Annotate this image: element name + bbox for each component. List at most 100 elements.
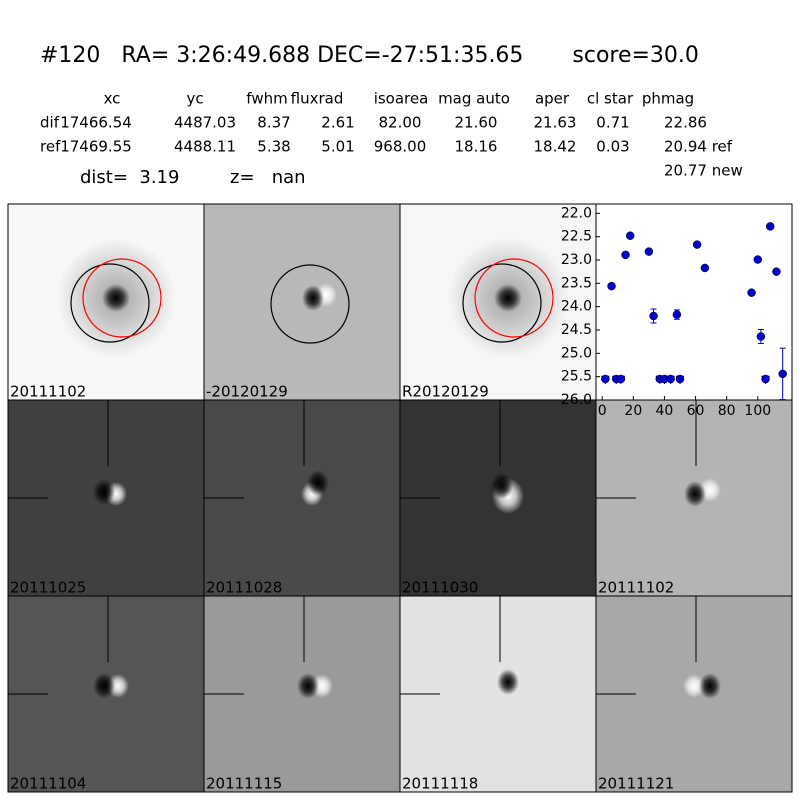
column-header: aper <box>535 90 570 108</box>
x-tick-label: 80 <box>718 403 736 419</box>
panel-label: 20111102 <box>10 383 86 401</box>
redshift: z= nan <box>230 167 306 188</box>
panel-label: 20111115 <box>206 775 282 793</box>
point <box>607 281 616 291</box>
dark-blob <box>699 673 721 699</box>
point <box>753 255 763 264</box>
aperture <box>70 263 150 343</box>
cell: 17466.54 <box>60 114 132 132</box>
y-tick-label: 23.5 <box>561 275 592 291</box>
image-panel: R20120129 <box>399 203 597 401</box>
point <box>765 222 775 231</box>
x-tick-label: 100 <box>744 403 771 419</box>
dark-blob <box>307 470 329 496</box>
panel-label: 20111030 <box>402 579 478 597</box>
image-panel: 20111104 <box>7 595 205 793</box>
cell: 4487.03 <box>174 114 236 132</box>
panel-label: -20120129 <box>206 383 288 401</box>
aperture <box>462 263 542 343</box>
point <box>644 247 654 256</box>
point <box>692 240 702 249</box>
dark-blob <box>93 673 115 699</box>
point <box>621 250 630 260</box>
row-label: dif <box>40 114 60 132</box>
panel-bg <box>203 203 401 401</box>
dark-blob <box>102 284 130 312</box>
title: #120 RA= 3:26:49.688 DEC=-27:51:35.65 sc… <box>40 43 699 68</box>
y-tick-label: 25.5 <box>561 369 592 385</box>
point <box>747 288 756 297</box>
x-tick-label: 20 <box>624 403 642 419</box>
cell: 20.94 ref <box>664 138 733 156</box>
column-header: mag auto <box>438 90 510 108</box>
panel-label: 20111028 <box>206 579 282 597</box>
panel-label: 20111104 <box>10 775 86 793</box>
cell: 0.03 <box>596 138 629 156</box>
image-panel: -20120129 <box>203 203 401 401</box>
point <box>616 374 626 384</box>
column-header: cl star <box>587 90 634 108</box>
point <box>601 374 610 384</box>
image-panel: 20111102 <box>7 203 205 401</box>
point <box>625 231 635 240</box>
aperture <box>82 258 162 338</box>
cell: 22.86 <box>664 114 707 132</box>
bright-blob <box>683 674 705 698</box>
cell: 0.71 <box>596 114 629 132</box>
y-tick-label: 22.5 <box>561 229 592 245</box>
y-tick-label: 22.0 <box>561 205 592 221</box>
cell: 21.60 <box>455 114 498 132</box>
point <box>756 332 766 341</box>
y-tick-label: 25.0 <box>561 345 592 361</box>
point <box>649 311 658 321</box>
cell: 968.00 <box>374 138 427 156</box>
cell: 2.61 <box>321 114 354 132</box>
dark-blob <box>297 673 319 699</box>
aperture <box>474 258 554 338</box>
x-tick-label: 40 <box>656 403 674 419</box>
point <box>761 374 770 384</box>
x-tick-label: 0 <box>598 403 607 419</box>
cell: 18.42 <box>534 138 577 156</box>
dark-blob <box>491 473 513 499</box>
panel-label: 20111121 <box>598 775 674 793</box>
image-panel: 20111028 <box>203 399 401 597</box>
dist: dist= 3.19 <box>80 167 179 188</box>
y-tick-label: 24.0 <box>561 299 592 315</box>
column-header: phmag <box>642 90 694 108</box>
x-tick-label: 60 <box>687 403 705 419</box>
dark-blob <box>684 481 706 507</box>
cell: 5.01 <box>321 138 354 156</box>
plot-marks <box>600 222 787 400</box>
point <box>700 263 710 273</box>
row-label: ref <box>40 138 61 156</box>
cell: 82.00 <box>379 114 422 132</box>
cell: 4488.11 <box>174 138 236 156</box>
dark-blob <box>93 479 115 505</box>
cell: 21.63 <box>534 114 577 132</box>
plot-bg <box>595 203 793 401</box>
cell: 5.38 <box>257 138 290 156</box>
cell: 20.77 new <box>664 162 743 180</box>
panel-label: 20111118 <box>402 775 478 793</box>
cell: 8.37 <box>257 114 290 132</box>
y-tick-label: 24.5 <box>561 322 592 338</box>
image-panel: 20111118 <box>399 595 597 793</box>
image-panel: 20111115 <box>203 595 401 793</box>
image-panel: 20111102 <box>595 399 793 597</box>
panel-label: 20111025 <box>10 579 86 597</box>
panel-label: R20120129 <box>402 383 489 401</box>
point <box>672 310 682 319</box>
y-tick-label: 26.0 <box>561 392 592 408</box>
image-panel: 20111121 <box>595 595 793 793</box>
panel-label: 20111102 <box>598 579 674 597</box>
y-tick-label: 23.0 <box>561 252 592 268</box>
image-panel: 20111030 <box>399 399 597 597</box>
point <box>772 267 781 276</box>
dark-blob <box>302 285 324 311</box>
aperture <box>270 264 350 344</box>
cell: 18.16 <box>455 138 498 156</box>
column-header: fluxrad <box>291 90 344 108</box>
point <box>666 374 675 384</box>
dark-blob <box>497 669 519 695</box>
